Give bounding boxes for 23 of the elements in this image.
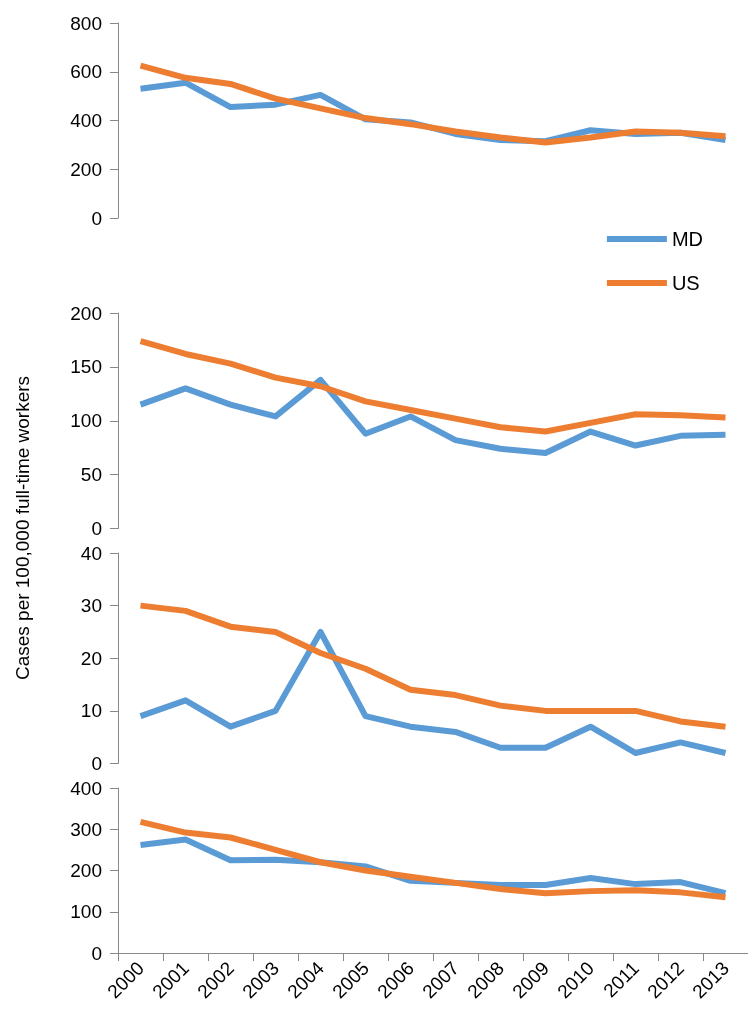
legend-label: MD: [671, 228, 704, 250]
y-tick-label: 20: [80, 647, 102, 669]
y-tick-label: 100: [70, 901, 102, 923]
y-tick-label: 200: [70, 302, 102, 324]
y-tick-label: 600: [70, 61, 102, 83]
y-tick-label: 0: [91, 753, 102, 774]
y-tick-label: 50: [80, 464, 102, 486]
y-tick-label: 100: [70, 410, 102, 432]
y-tick-label: 10: [80, 700, 102, 722]
y-tick-label: 400: [70, 110, 102, 131]
y-tick-label: 0: [91, 518, 102, 539]
y-tick-label: 200: [70, 158, 102, 180]
y-tick-label: 800: [70, 12, 102, 34]
legend-label: US: [671, 272, 700, 294]
y-tick-label: 400: [70, 777, 102, 799]
y-tick-label: 40: [80, 542, 102, 564]
y-tick-label: 200: [70, 860, 102, 881]
y-tick-label: 150: [70, 356, 102, 378]
y-tick-label: 0: [91, 207, 102, 229]
y-tick-label: 30: [80, 595, 102, 617]
y-axis-title: Cases per 100,000 full-time workers: [12, 375, 34, 681]
y-tick-label: 0: [91, 942, 102, 964]
y-tick-label: 300: [70, 818, 102, 840]
